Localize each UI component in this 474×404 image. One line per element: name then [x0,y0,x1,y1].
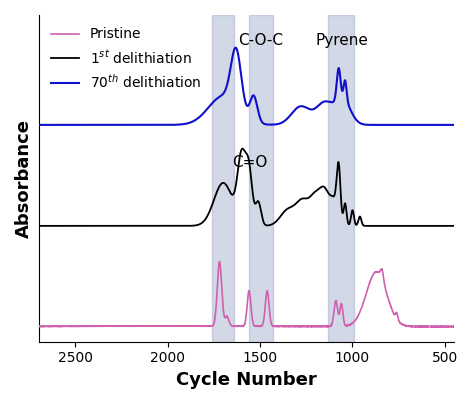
Pristine [36,324,41,329]
X-axis label: Cycle Number: Cycle Number [176,371,317,389]
Line: 1$^{st}$ delithiation: 1$^{st}$ delithiation [38,149,454,226]
1$^{st}$ delithiation [346,222,352,227]
70$^{th}$ delithiation [233,45,238,50]
1$^{st}$ delithiation [377,223,383,228]
Legend: Pristine, 1$^{st}$ delithiation, 70$^{th}$ delithiation: Pristine, 1$^{st}$ delithiation, 70$^{th… [46,22,207,97]
Pristine [433,324,438,329]
Y-axis label: Absorbance: Absorbance [15,119,33,238]
70$^{th}$ delithiation [194,116,200,121]
Bar [328,15,355,342]
1$^{st}$ delithiation [111,223,117,228]
Pristine [346,323,352,328]
70$^{th}$ delithiation [451,122,457,127]
1$^{st}$ delithiation [194,223,200,227]
Pristine [377,268,383,273]
70$^{th}$ delithiation [377,122,383,127]
1$^{st}$ delithiation [240,146,246,151]
70$^{th}$ delithiation [285,116,291,120]
70$^{th}$ delithiation [36,122,41,127]
Bar [249,15,273,342]
Line: 70$^{th}$ delithiation: 70$^{th}$ delithiation [38,48,454,125]
70$^{th}$ delithiation [306,107,312,112]
Pristine [194,324,200,328]
Line: Pristine: Pristine [38,261,454,327]
Text: C=O: C=O [232,155,268,170]
1$^{st}$ delithiation [451,223,457,228]
Text: C-O-C: C-O-C [237,33,283,48]
1$^{st}$ delithiation [36,223,41,228]
Text: Pyrene: Pyrene [316,33,369,48]
Pristine [451,324,457,329]
70$^{th}$ delithiation [346,103,352,107]
Pristine [285,324,291,329]
1$^{st}$ delithiation [306,195,312,200]
Bar [212,15,234,342]
1$^{st}$ delithiation [285,206,291,211]
70$^{th}$ delithiation [111,122,117,127]
Pristine [111,324,117,328]
Pristine [217,259,222,264]
Pristine [306,324,312,329]
